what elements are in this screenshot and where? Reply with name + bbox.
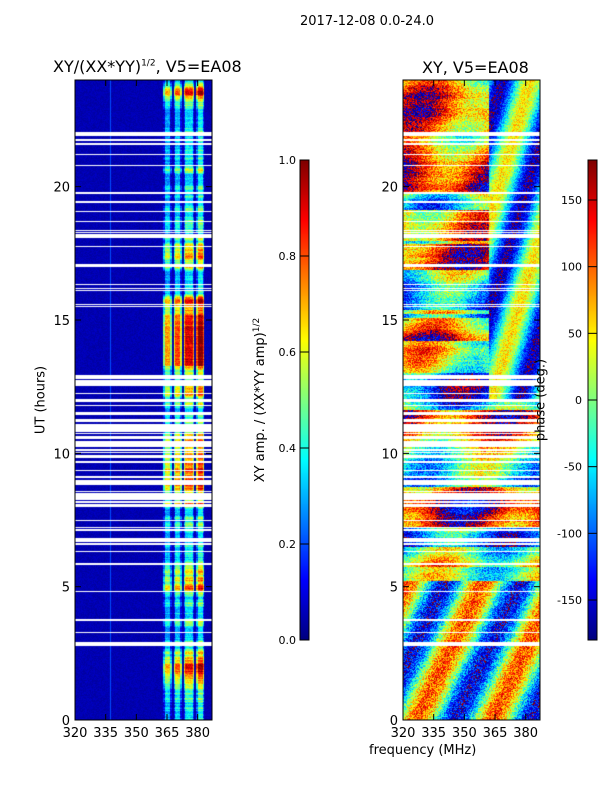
plot-frame-1 [402,79,541,721]
phase-colorbar-label: phase (deg.) [533,358,549,442]
y-tick-label: 5 [390,581,398,596]
colorbar-tick-label: 50 [568,327,582,340]
left-plot-title: XY/(XX*YY)1/2, V5=EA08 [53,57,242,76]
x-tick-label: 380 [185,726,210,741]
left-title-sup: 1/2 [141,58,156,69]
x-tick-label: 335 [93,726,118,741]
amp-cbar-label-main: XY amp. / (XX*YY amp) [253,332,269,483]
figure-suptitle: 2017-12-08 0.0-24.0 [300,14,434,29]
amplitude-colorbar-label: XY amp. / (XX*YY amp)1/2 [252,318,268,482]
colorbar-tick-label: 100 [561,261,582,274]
colorbar-tick-label: -100 [557,527,582,540]
x-axis-label: frequency (MHz) [369,743,477,758]
y-tick-label: 0 [390,714,398,729]
phase-heatmap [403,80,540,720]
x-tick-label: 380 [513,726,538,741]
y-tick-label: 15 [381,314,398,329]
x-tick-label: 365 [483,726,508,741]
y-axis-label: UT (hours) [33,365,49,435]
colorbar-tick-label: 0.4 [279,442,297,455]
left-title-main: XY/(XX*YY) [53,57,142,76]
y-tick-label: 10 [53,447,70,462]
right-plot-title: XY, V5=EA08 [422,58,529,77]
y-tick-label: 20 [381,181,398,196]
colorbar-tick-label: 150 [561,194,582,207]
x-tick-label: 365 [155,726,180,741]
colorbar-tick-label: -150 [557,594,582,607]
y-tick-label: 10 [381,447,398,462]
colorbar-tick-label: 1.0 [279,154,297,167]
colorbar-tick-label: 0.0 [279,634,297,647]
colorbar-tick-label: 0.8 [279,250,297,263]
y-tick-label: 5 [62,581,70,596]
y-tick-label: 15 [53,314,70,329]
x-tick-label: 320 [63,726,88,741]
colorbar-tick-label: -50 [564,461,582,474]
colorbar-tick-label: 0.6 [279,346,297,359]
x-tick-label: 350 [124,726,149,741]
y-tick-label: 0 [62,714,70,729]
x-tick-label: 335 [421,726,446,741]
colorbar-tick-label: 0 [575,394,582,407]
left-title-suffix: , V5=EA08 [155,57,242,76]
colorbar-tick-label: 0.2 [279,538,297,551]
y-tick-label: 20 [53,181,70,196]
plot-frame-0 [74,79,213,721]
x-tick-label: 320 [391,726,416,741]
amp-cbar-label-sup: 1/2 [251,317,262,333]
x-tick-label: 350 [452,726,477,741]
amplitude-colorbar [300,160,309,640]
colorbar-frame-0 [299,159,310,641]
amplitude-heatmap [75,80,212,720]
